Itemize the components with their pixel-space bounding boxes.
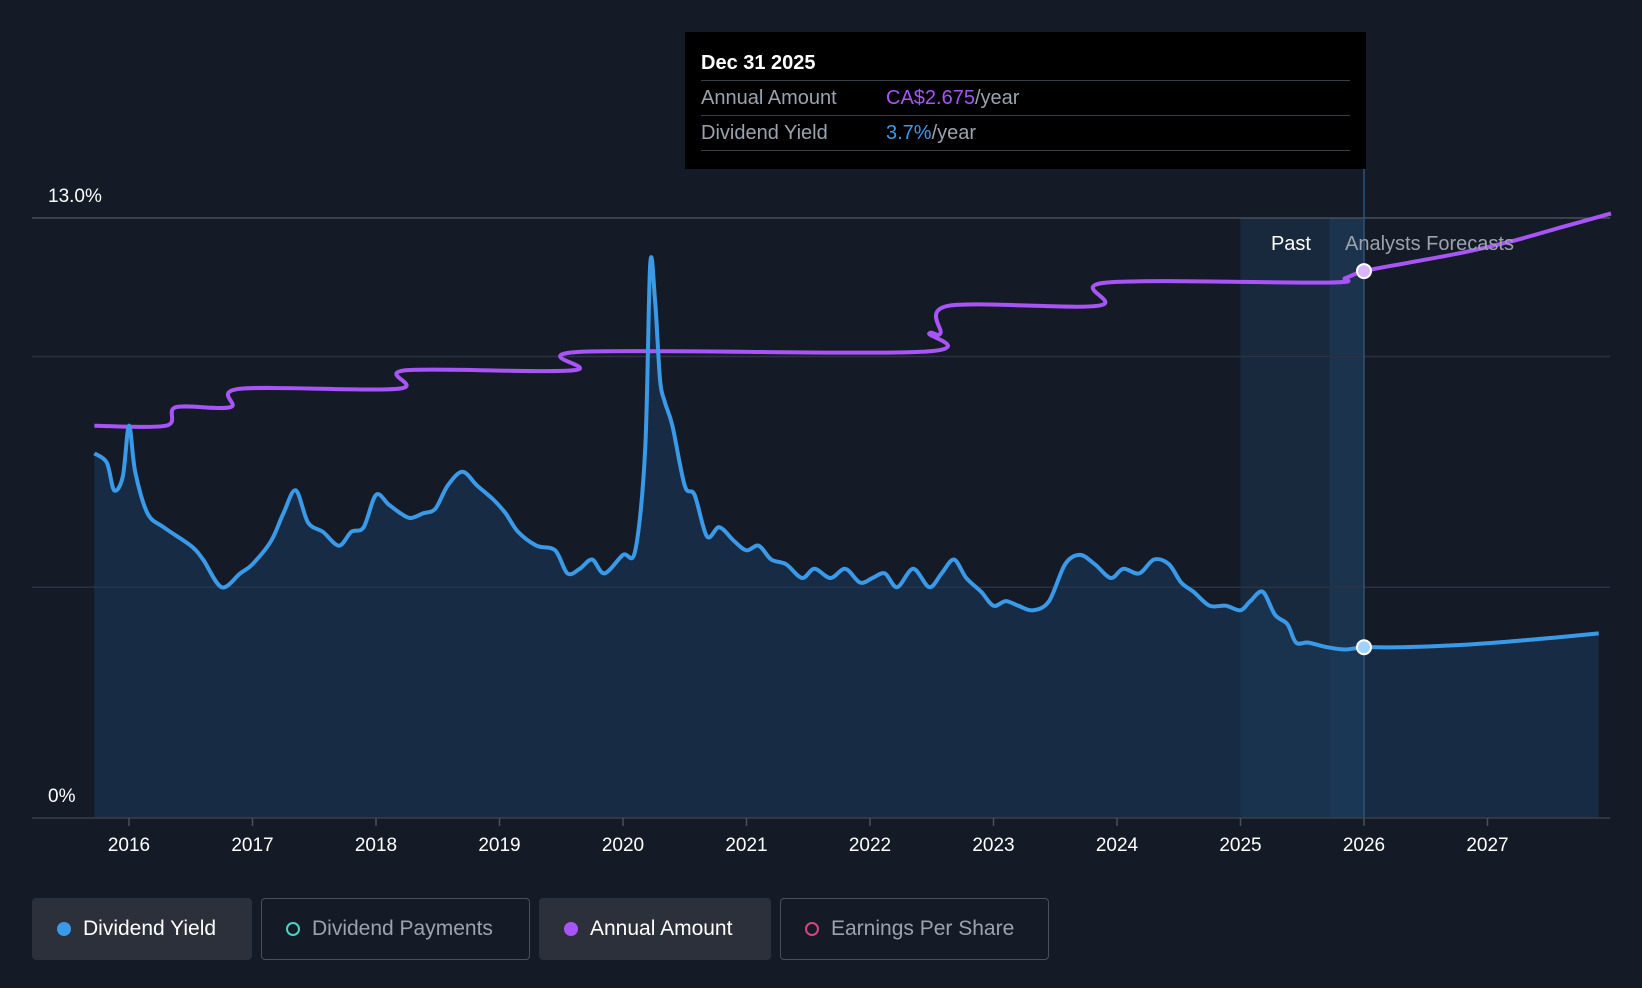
annual-amount-highlight-point[interactable]: [1356, 263, 1372, 280]
x-tick-label: 2022: [849, 835, 891, 856]
legend-label: Annual Amount: [590, 917, 733, 940]
y-gridlines: [32, 217, 1610, 588]
x-tick-label: 2023: [972, 835, 1014, 856]
legend-ring-icon: [805, 922, 819, 936]
x-tick-label: 2026: [1343, 835, 1385, 856]
dividend-yield-highlight-point[interactable]: [1356, 639, 1372, 656]
x-tick-label: 2024: [1096, 835, 1139, 856]
legend-dot-icon: [57, 922, 71, 936]
legend-dividend-yield-button[interactable]: Dividend Yield: [32, 898, 252, 960]
x-axis-ticks: 2016 2017 2018 2019 2020 2021 2022 2023 2024 2025…: [108, 818, 1509, 856]
past-label: Past: [1271, 233, 1311, 255]
y-axis-labels: 13.0% 0%: [48, 186, 102, 807]
tooltip-label: Dividend Yield: [701, 122, 828, 144]
y-tick-label: 0%: [48, 786, 76, 807]
dividend-chart: 2016 2017 2018 2019 2020 2021 2022 2023 2024 2025…: [32, 169, 1612, 856]
tooltip-date: Dec 31 2025: [701, 46, 1350, 81]
dividend-yield-line: [93, 255, 1599, 652]
tooltip-row-dividend-yield: Dividend Yield 3.7% /year: [701, 116, 1350, 151]
x-tick-label: 2019: [478, 835, 520, 856]
x-tick-label: 2017: [231, 835, 273, 856]
dividend-yield-area: [94, 257, 1599, 818]
tooltip: Dec 31 2025 Annual Amount CA$2.675 /year…: [685, 32, 1366, 169]
legend: Dividend Yield Dividend Payments Annual …: [32, 898, 1049, 960]
x-tick-label: 2018: [355, 835, 397, 856]
x-tick-label: 2021: [725, 835, 767, 856]
legend-label: Dividend Yield: [83, 917, 217, 940]
tooltip-value: 3.7%: [886, 122, 932, 144]
legend-dividend-payments-button[interactable]: Dividend Payments: [261, 898, 530, 960]
x-tick-label: 2025: [1219, 835, 1261, 856]
tooltip-row-annual-amount: Annual Amount CA$2.675 /year: [701, 81, 1350, 116]
annual-amount-line: [94, 211, 1612, 429]
legend-label: Earnings Per Share: [831, 917, 1015, 940]
y-tick-label: 13.0%: [48, 186, 102, 207]
x-tick-label: 2027: [1466, 835, 1508, 856]
legend-earnings-per-share-button[interactable]: Earnings Per Share: [780, 898, 1049, 960]
tooltip-unit: /year: [974, 87, 1020, 109]
x-tick-label: 2020: [602, 835, 644, 856]
tooltip-unit: /year: [931, 122, 977, 144]
legend-label: Dividend Payments: [312, 917, 493, 940]
legend-dot-icon: [564, 922, 578, 936]
tooltip-label: Annual Amount: [701, 87, 837, 109]
legend-annual-amount-button[interactable]: Annual Amount: [539, 898, 771, 960]
x-tick-label: 2016: [108, 835, 150, 856]
forecast-label: Analysts Forecasts: [1345, 233, 1514, 255]
tooltip-value: CA$2.675: [886, 87, 975, 109]
legend-ring-icon: [286, 922, 300, 936]
